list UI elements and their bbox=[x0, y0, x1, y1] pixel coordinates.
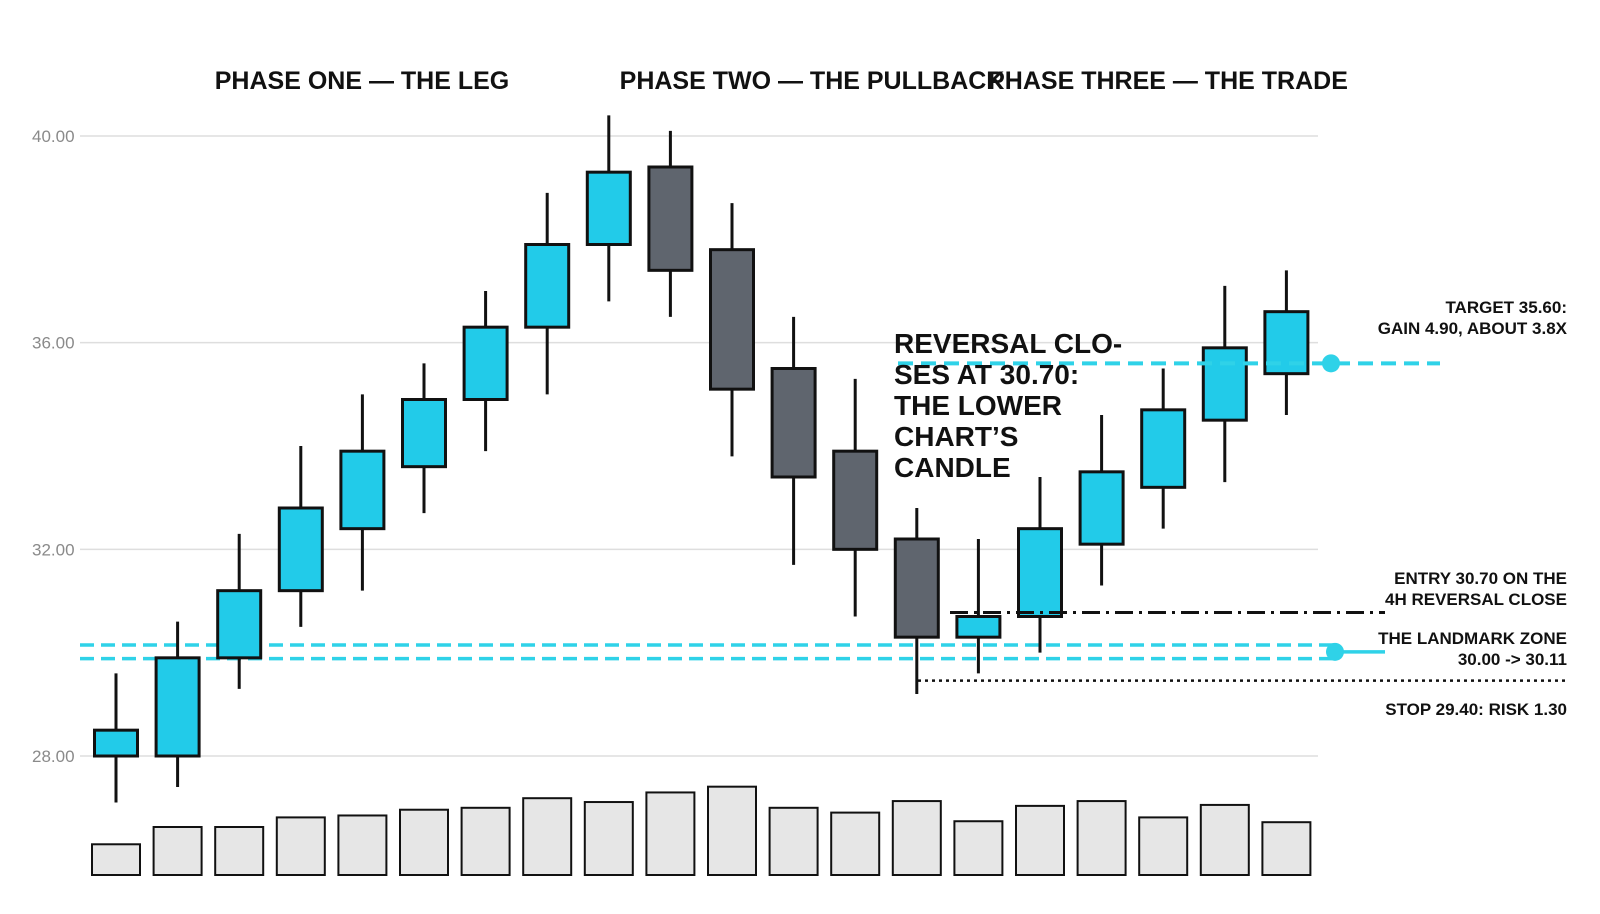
candle bbox=[1078, 415, 1125, 586]
candle-body bbox=[1201, 346, 1248, 422]
y-axis-ticks: 40.00 36.00 32.00 28.00 bbox=[32, 127, 75, 766]
y-tick-label-2: 32.00 bbox=[32, 540, 75, 559]
annotation-line-4: CHART’S bbox=[894, 421, 1018, 452]
zone-label-line-1: THE LANDMARK ZONE bbox=[1378, 629, 1567, 648]
phase-label-3: PHASE THREE — THE TRADE bbox=[988, 67, 1348, 95]
stop-label: STOP 29.40: RISK 1.30 bbox=[1385, 700, 1567, 719]
candle-body bbox=[401, 398, 447, 469]
volume-bar bbox=[522, 797, 573, 877]
zone-label-line-2: 30.00 -> 30.11 bbox=[1458, 650, 1567, 669]
candle bbox=[339, 394, 386, 591]
volume-bar bbox=[768, 806, 819, 876]
landmark-zone-dot bbox=[1326, 642, 1344, 661]
candle-body bbox=[647, 165, 694, 272]
y-tick-label-1: 36.00 bbox=[32, 334, 75, 353]
candle bbox=[893, 508, 940, 694]
candle bbox=[277, 446, 324, 627]
candle bbox=[709, 203, 755, 457]
annotation-line-1: REVERSAL CLO- bbox=[894, 328, 1122, 359]
candle-body bbox=[216, 589, 263, 660]
candle bbox=[216, 533, 263, 689]
annotation-line-3: THE LOWER bbox=[894, 390, 1062, 421]
volume-bar bbox=[583, 801, 634, 876]
candle-body bbox=[770, 367, 817, 479]
volume-bar bbox=[337, 814, 388, 876]
candle bbox=[1017, 477, 1063, 653]
candle-body bbox=[154, 656, 201, 758]
candle bbox=[647, 130, 694, 317]
volume-bar bbox=[891, 800, 942, 877]
volume-bar bbox=[707, 785, 757, 876]
candle-body bbox=[1078, 470, 1125, 546]
volume-bar bbox=[275, 816, 326, 877]
volume-bar bbox=[152, 826, 203, 876]
candle bbox=[1140, 368, 1187, 529]
volume-bar bbox=[399, 808, 449, 876]
candle-body bbox=[1140, 408, 1187, 489]
annotation-line-2: SES AT 30.70: bbox=[894, 359, 1079, 390]
candle bbox=[154, 621, 201, 787]
volume-bar bbox=[645, 791, 696, 876]
level-labels: TARGET 35.60: GAIN 4.90, ABOUT 3.8X ENTR… bbox=[1378, 298, 1568, 719]
candle bbox=[585, 115, 632, 302]
volume-bar bbox=[1199, 803, 1250, 876]
target-label-line-2: GAIN 4.90, ABOUT 3.8X bbox=[1378, 319, 1568, 338]
phase-label-2: PHASE TWO — THE PULLBACK bbox=[620, 67, 1005, 95]
y-tick-label-3: 28.00 bbox=[32, 747, 75, 766]
y-tick-label-0: 40.00 bbox=[32, 127, 75, 146]
candle-body bbox=[1017, 527, 1063, 619]
volume-bar bbox=[460, 806, 511, 876]
volume-bars bbox=[91, 785, 1312, 877]
target-dot bbox=[1322, 354, 1340, 373]
grid-lines bbox=[80, 135, 1318, 757]
candles bbox=[93, 115, 1310, 803]
reversal-annotation: REVERSAL CLO- SES AT 30.70: THE LOWER CH… bbox=[894, 328, 1122, 483]
candle bbox=[1201, 285, 1248, 483]
volume-bar bbox=[1076, 800, 1127, 877]
candle bbox=[462, 291, 509, 452]
candle-body bbox=[585, 170, 632, 247]
candle bbox=[524, 192, 571, 395]
candle-body bbox=[277, 506, 324, 593]
phase-labels: PHASE ONE — THE LEG PHASE TWO — THE PULL… bbox=[215, 67, 1348, 95]
price-levels bbox=[898, 354, 1565, 682]
entry-label-line-2: 4H REVERSAL CLOSE bbox=[1385, 590, 1567, 609]
candle bbox=[955, 539, 1002, 674]
candle-body bbox=[339, 449, 386, 531]
volume-bar bbox=[1261, 821, 1312, 877]
volume-bar bbox=[214, 826, 265, 876]
candle-body bbox=[93, 728, 139, 758]
volume-bar bbox=[91, 843, 141, 877]
candle bbox=[401, 363, 447, 514]
volume-bar bbox=[953, 820, 1004, 876]
target-label-line-1: TARGET 35.60: bbox=[1445, 298, 1567, 317]
landmark-zone bbox=[80, 642, 1385, 661]
volume-bar bbox=[830, 811, 881, 876]
candle bbox=[93, 673, 139, 803]
candle bbox=[832, 378, 879, 617]
candle bbox=[1263, 270, 1310, 415]
annotation-line-5: CANDLE bbox=[894, 452, 1011, 483]
candle-body bbox=[893, 537, 940, 639]
candle-body bbox=[832, 449, 879, 551]
entry-label-line-1: ENTRY 30.70 ON THE bbox=[1394, 569, 1567, 588]
phase-label-1: PHASE ONE — THE LEG bbox=[215, 67, 509, 95]
candle-body bbox=[955, 615, 1002, 639]
candle-body bbox=[462, 325, 509, 401]
candle bbox=[770, 316, 817, 565]
candle-body bbox=[524, 243, 571, 329]
volume-bar bbox=[1138, 816, 1189, 877]
volume-bar bbox=[1015, 804, 1065, 877]
candle-body bbox=[709, 248, 755, 391]
